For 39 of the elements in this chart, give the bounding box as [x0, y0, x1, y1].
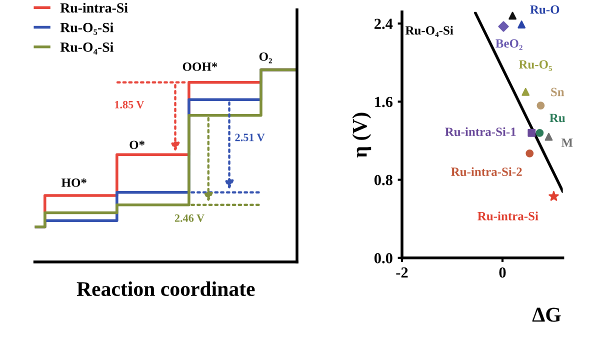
point: [522, 88, 530, 96]
legend-label: Ru-O₄-Si: [60, 42, 114, 54]
annotation: 2.51 V: [235, 134, 265, 142]
y-tick-label: 1.6: [375, 96, 393, 108]
x-axis-title: ΔG: [532, 308, 561, 322]
point: [528, 128, 536, 137]
y-axis-title: η (V): [352, 112, 372, 158]
point: [536, 128, 544, 137]
x-tick-label: 0: [499, 267, 506, 278]
series-label: Ru-intra-Si-2: [451, 167, 522, 176]
point: [508, 12, 516, 20]
annotation: Ru-O₄-Si: [405, 26, 454, 38]
series-label: Sn: [551, 88, 564, 96]
legend-label: Ru-O₅-Si: [60, 22, 114, 35]
point: [544, 132, 553, 141]
series-label: Ru-O: [530, 5, 560, 14]
series-label: Ru-intra-Si-1: [445, 127, 516, 136]
point: [526, 149, 534, 158]
x-axis-title: Reaction coordinate: [76, 281, 255, 296]
legend-label: Ru-intra-Si: [60, 2, 128, 13]
annotation: HO*: [61, 178, 86, 187]
series-label: Ru-O₅: [518, 60, 552, 72]
point: [518, 20, 526, 28]
text: O₂: [259, 52, 272, 64]
series-label: BeO₂: [496, 39, 522, 50]
x-tick-label: -2: [396, 267, 408, 278]
annotation: OOH*: [182, 62, 218, 71]
y-tick-label: 2.4: [374, 18, 393, 30]
series-label: Ru-intra-Si: [478, 212, 538, 220]
annotation: 1.85 V: [115, 100, 144, 108]
point: [536, 102, 545, 110]
point: [498, 21, 509, 32]
series-label: Ru: [550, 114, 566, 122]
annotation: O*: [130, 140, 145, 150]
annotation: 2.46 V: [174, 214, 204, 222]
point: [548, 191, 559, 201]
series-label: M: [561, 138, 573, 147]
y-tick-label: 0.0: [374, 253, 392, 264]
y-tick-label: 0.8: [374, 174, 392, 186]
